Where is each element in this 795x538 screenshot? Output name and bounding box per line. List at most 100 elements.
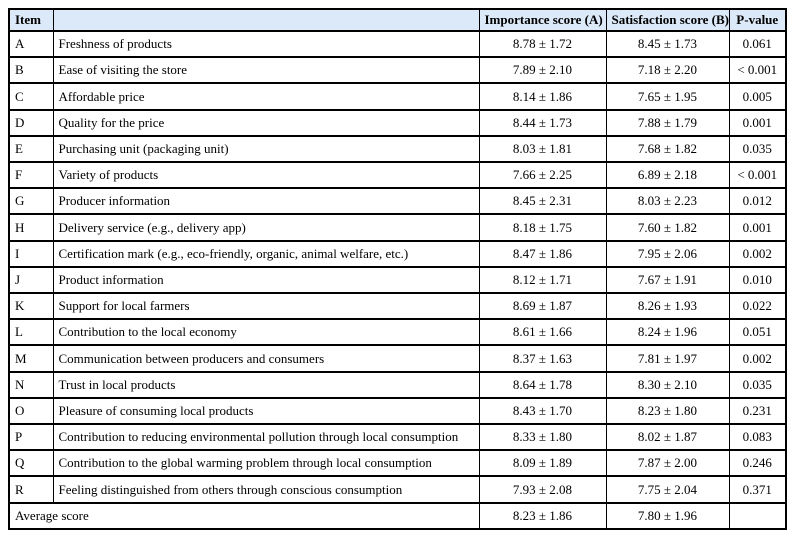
p-value: 0.010 [728, 265, 787, 295]
importance-score: 7.93 ± 2.08 [478, 475, 607, 504]
average-p-value [728, 501, 787, 531]
p-value: 0.001 [728, 108, 787, 137]
header-importance-score: Importance score (A) [478, 8, 607, 32]
header-p-value: P-value [728, 8, 787, 32]
p-value: 0.051 [728, 318, 787, 347]
item-description: Product information [52, 265, 480, 295]
item-code: O [8, 396, 54, 426]
item-description: Contribution to the global warming probl… [52, 449, 480, 478]
item-description: Support for local farmers [52, 292, 480, 321]
table-row: B Ease of visiting the store 7.89 ± 2.10… [8, 56, 787, 85]
satisfaction-score: 8.26 ± 1.93 [605, 292, 730, 321]
p-value: 0.083 [728, 423, 787, 452]
p-value: 0.231 [728, 396, 787, 426]
importance-score: 8.78 ± 1.72 [478, 29, 607, 59]
satisfaction-score: 7.95 ± 2.06 [605, 239, 730, 268]
table-row: M Communication between producers and co… [8, 344, 787, 373]
item-description: Delivery service (e.g., delivery app) [52, 213, 480, 242]
importance-score: 8.33 ± 1.80 [478, 423, 607, 452]
item-description: Freshness of products [52, 29, 480, 59]
p-value: 0.001 [728, 213, 787, 242]
table-row: N Trust in local products 8.64 ± 1.78 8.… [8, 370, 787, 399]
table-row: L Contribution to the local economy 8.61… [8, 318, 787, 347]
average-row: Average score 8.23 ± 1.86 7.80 ± 1.96 [8, 501, 787, 531]
average-importance-score: 8.23 ± 1.86 [478, 501, 607, 531]
item-description: Variety of products [52, 161, 480, 190]
importance-score: 8.14 ± 1.86 [478, 82, 607, 111]
item-description: Producer information [52, 187, 480, 216]
average-satisfaction-score: 7.80 ± 1.96 [605, 501, 730, 531]
importance-score: 7.66 ± 2.25 [478, 161, 607, 190]
table-row: G Producer information 8.45 ± 2.31 8.03 … [8, 187, 787, 216]
item-code: H [8, 213, 54, 242]
importance-score: 8.03 ± 1.81 [478, 134, 607, 164]
table-row: J Product information 8.12 ± 1.71 7.67 ±… [8, 265, 787, 295]
item-description: Pleasure of consuming local products [52, 396, 480, 426]
satisfaction-score: 6.89 ± 2.18 [605, 161, 730, 190]
satisfaction-score: 7.81 ± 1.97 [605, 344, 730, 373]
table-row: E Purchasing unit (packaging unit) 8.03 … [8, 134, 787, 164]
header-row: Item Importance score (A) Satisfaction s… [8, 8, 787, 32]
importance-score: 8.18 ± 1.75 [478, 213, 607, 242]
p-value: < 0.001 [728, 56, 787, 85]
table-row: A Freshness of products 8.78 ± 1.72 8.45… [8, 29, 787, 59]
item-description: Communication between producers and cons… [52, 344, 480, 373]
p-value: 0.246 [728, 449, 787, 478]
importance-score: 8.69 ± 1.87 [478, 292, 607, 321]
table-row: D Quality for the price 8.44 ± 1.73 7.88… [8, 108, 787, 137]
item-code: I [8, 239, 54, 268]
importance-score: 8.45 ± 2.31 [478, 187, 607, 216]
item-code: F [8, 161, 54, 190]
satisfaction-score: 8.45 ± 1.73 [605, 29, 730, 59]
item-description: Certification mark (e.g., eco-friendly, … [52, 239, 480, 268]
header-description [52, 8, 480, 32]
item-code: C [8, 82, 54, 111]
importance-score: 8.64 ± 1.78 [478, 370, 607, 399]
satisfaction-score: 8.30 ± 2.10 [605, 370, 730, 399]
item-code: L [8, 318, 54, 347]
table-row: P Contribution to reducing environmental… [8, 423, 787, 452]
item-description: Contribution to the local economy [52, 318, 480, 347]
satisfaction-score: 7.68 ± 1.82 [605, 134, 730, 164]
item-code: M [8, 344, 54, 373]
importance-score: 8.09 ± 1.89 [478, 449, 607, 478]
table-row: Q Contribution to the global warming pro… [8, 449, 787, 478]
p-value: 0.005 [728, 82, 787, 111]
item-description: Ease of visiting the store [52, 56, 480, 85]
table-row: I Certification mark (e.g., eco-friendly… [8, 239, 787, 268]
item-code: A [8, 29, 54, 59]
item-code: P [8, 423, 54, 452]
table-row: C Affordable price 8.14 ± 1.86 7.65 ± 1.… [8, 82, 787, 111]
importance-score: 8.37 ± 1.63 [478, 344, 607, 373]
table-row: O Pleasure of consuming local products 8… [8, 396, 787, 426]
p-value: 0.061 [728, 29, 787, 59]
p-value: 0.022 [728, 292, 787, 321]
table-row: F Variety of products 7.66 ± 2.25 6.89 ±… [8, 161, 787, 190]
importance-score: 8.12 ± 1.71 [478, 265, 607, 295]
header-item: Item [8, 8, 54, 32]
table-row: H Delivery service (e.g., delivery app) … [8, 213, 787, 242]
satisfaction-score: 7.87 ± 2.00 [605, 449, 730, 478]
satisfaction-score: 8.02 ± 1.87 [605, 423, 730, 452]
p-value: 0.012 [728, 187, 787, 216]
item-description: Purchasing unit (packaging unit) [52, 134, 480, 164]
satisfaction-score: 7.88 ± 1.79 [605, 108, 730, 137]
item-code: J [8, 265, 54, 295]
p-value: 0.035 [728, 134, 787, 164]
item-description: Quality for the price [52, 108, 480, 137]
importance-satisfaction-table: Item Importance score (A) Satisfaction s… [8, 8, 787, 531]
item-code: E [8, 134, 54, 164]
item-description: Contribution to reducing environmental p… [52, 423, 480, 452]
satisfaction-score: 7.18 ± 2.20 [605, 56, 730, 85]
item-code: N [8, 370, 54, 399]
importance-score: 8.47 ± 1.86 [478, 239, 607, 268]
satisfaction-score: 7.67 ± 1.91 [605, 265, 730, 295]
satisfaction-score: 7.75 ± 2.04 [605, 475, 730, 504]
importance-score: 8.43 ± 1.70 [478, 396, 607, 426]
importance-score: 8.44 ± 1.73 [478, 108, 607, 137]
p-value: 0.035 [728, 370, 787, 399]
importance-score: 7.89 ± 2.10 [478, 56, 607, 85]
header-satisfaction-score: Satisfaction score (B) [605, 8, 730, 32]
item-code: D [8, 108, 54, 137]
